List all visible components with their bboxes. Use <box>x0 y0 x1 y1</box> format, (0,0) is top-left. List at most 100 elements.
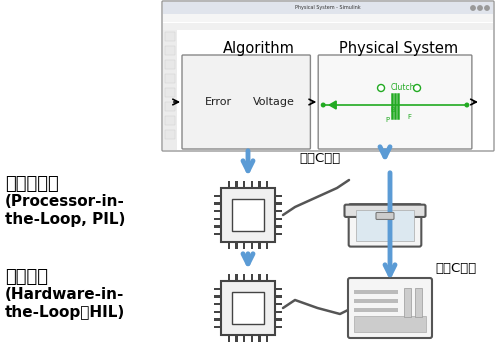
FancyBboxPatch shape <box>162 1 494 151</box>
Bar <box>214 210 221 212</box>
Bar <box>236 274 238 281</box>
Circle shape <box>478 6 482 10</box>
Bar <box>354 299 398 303</box>
Text: 处理器在环: 处理器在环 <box>5 175 59 193</box>
Text: 转为C代码: 转为C代码 <box>299 151 341 164</box>
Text: (Hardware-in-: (Hardware-in- <box>5 287 124 302</box>
Bar <box>356 210 414 241</box>
Bar <box>214 195 221 197</box>
Bar <box>251 274 253 281</box>
Bar <box>214 233 221 235</box>
FancyBboxPatch shape <box>376 213 394 220</box>
Bar <box>214 288 221 290</box>
Bar <box>275 202 282 205</box>
Bar <box>214 225 221 228</box>
Bar <box>233 292 263 324</box>
Bar <box>266 335 268 342</box>
Bar <box>275 225 282 228</box>
Text: Physical System - Simulink: Physical System - Simulink <box>295 6 361 10</box>
Bar <box>163 2 493 14</box>
Bar <box>214 319 221 321</box>
Bar <box>275 210 282 212</box>
Bar <box>258 181 260 188</box>
Bar <box>243 274 245 281</box>
FancyBboxPatch shape <box>182 55 310 149</box>
Bar <box>236 181 238 188</box>
Bar <box>165 32 175 41</box>
Bar <box>275 311 282 313</box>
Bar <box>258 242 260 249</box>
Bar <box>214 326 221 328</box>
Bar <box>221 188 275 242</box>
Bar <box>354 308 398 312</box>
Bar <box>163 14 493 22</box>
Bar <box>258 274 260 281</box>
Bar <box>165 102 175 111</box>
Bar <box>163 30 177 150</box>
Bar <box>233 199 263 231</box>
Bar <box>214 303 221 305</box>
Bar <box>404 288 411 317</box>
Bar <box>236 242 238 249</box>
Circle shape <box>471 6 475 10</box>
Bar <box>275 326 282 328</box>
Text: (Processor-in-: (Processor-in- <box>5 194 125 209</box>
Circle shape <box>465 103 470 107</box>
Bar <box>165 88 175 97</box>
Polygon shape <box>329 101 336 109</box>
Bar <box>266 274 268 281</box>
Bar <box>354 290 398 294</box>
Text: Clutch: Clutch <box>391 82 415 91</box>
Bar <box>214 311 221 313</box>
Bar <box>214 295 221 298</box>
Bar <box>221 281 275 335</box>
Bar <box>415 288 422 317</box>
Text: F: F <box>407 114 411 120</box>
Bar <box>165 46 175 55</box>
Bar <box>214 218 221 220</box>
Bar <box>275 195 282 197</box>
Text: 硬件在环: 硬件在环 <box>5 268 48 286</box>
Circle shape <box>378 84 385 91</box>
Bar <box>275 218 282 220</box>
Circle shape <box>485 6 489 10</box>
Text: Error: Error <box>205 97 232 107</box>
Bar <box>228 335 230 342</box>
Circle shape <box>414 84 421 91</box>
FancyBboxPatch shape <box>318 55 472 149</box>
Bar <box>243 181 245 188</box>
Bar <box>275 303 282 305</box>
Bar <box>275 233 282 235</box>
Text: P: P <box>385 117 389 123</box>
Bar <box>243 335 245 342</box>
Bar <box>266 242 268 249</box>
Circle shape <box>321 103 326 107</box>
Bar <box>251 181 253 188</box>
Bar <box>354 316 426 332</box>
Bar <box>251 335 253 342</box>
Text: Algorithm: Algorithm <box>223 40 295 55</box>
Bar <box>165 130 175 139</box>
Bar <box>243 242 245 249</box>
FancyBboxPatch shape <box>349 204 421 247</box>
Bar <box>275 288 282 290</box>
Bar <box>165 60 175 69</box>
Text: 转为C代码: 转为C代码 <box>435 261 476 275</box>
Bar <box>266 181 268 188</box>
Text: Physical System: Physical System <box>339 40 458 55</box>
Bar <box>251 242 253 249</box>
Bar <box>163 23 493 30</box>
Bar <box>165 74 175 83</box>
Text: the-Loop, PIL): the-Loop, PIL) <box>5 212 125 227</box>
Text: the-Loop，HIL): the-Loop，HIL) <box>5 305 125 320</box>
FancyBboxPatch shape <box>344 205 426 217</box>
Bar <box>228 274 230 281</box>
Bar <box>228 242 230 249</box>
Bar <box>165 116 175 125</box>
Bar <box>236 335 238 342</box>
Bar <box>258 335 260 342</box>
Text: Voltage: Voltage <box>253 97 295 107</box>
Bar <box>214 202 221 205</box>
Bar <box>275 295 282 298</box>
Bar <box>228 181 230 188</box>
